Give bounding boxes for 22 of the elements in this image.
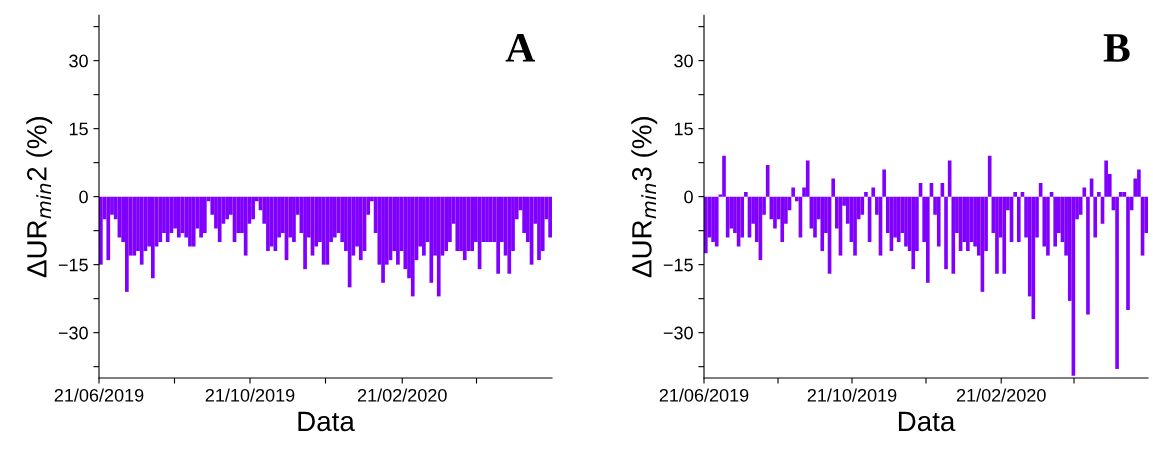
annotation: A (505, 34, 536, 62)
x-tick-label: 21/10/2019 (205, 388, 295, 402)
y-tick-label: 0 (684, 190, 693, 204)
y-tick-label: 15 (69, 122, 88, 136)
y-tick-label: 15 (674, 122, 693, 136)
x-axis-title: Data (298, 411, 355, 432)
y-axis-title: ΔUR$_{min}$3 (%) (631, 117, 658, 278)
x-tick-label: 21/02/2020 (357, 388, 447, 402)
x-axis-title: Data (898, 411, 956, 432)
y-tick-label: −30 (58, 326, 88, 340)
annotation: B (1103, 34, 1130, 62)
x-tick-label: 21/06/2019 (54, 388, 144, 402)
y-axis-title: ΔUR$_{min}$2 (%) (26, 117, 53, 278)
x-tick-label: 21/06/2019 (659, 388, 749, 402)
y-tick-label: −15 (58, 258, 88, 272)
y-tick-label: 30 (674, 54, 693, 68)
y-tick-label: 0 (79, 190, 88, 204)
x-tick-label: 21/10/2019 (807, 388, 897, 402)
y-tick-label: −30 (663, 326, 693, 340)
y-tick-label: 30 (69, 54, 88, 68)
x-tick-label: 21/02/2020 (956, 388, 1046, 402)
y-tick-label: −15 (663, 258, 693, 272)
